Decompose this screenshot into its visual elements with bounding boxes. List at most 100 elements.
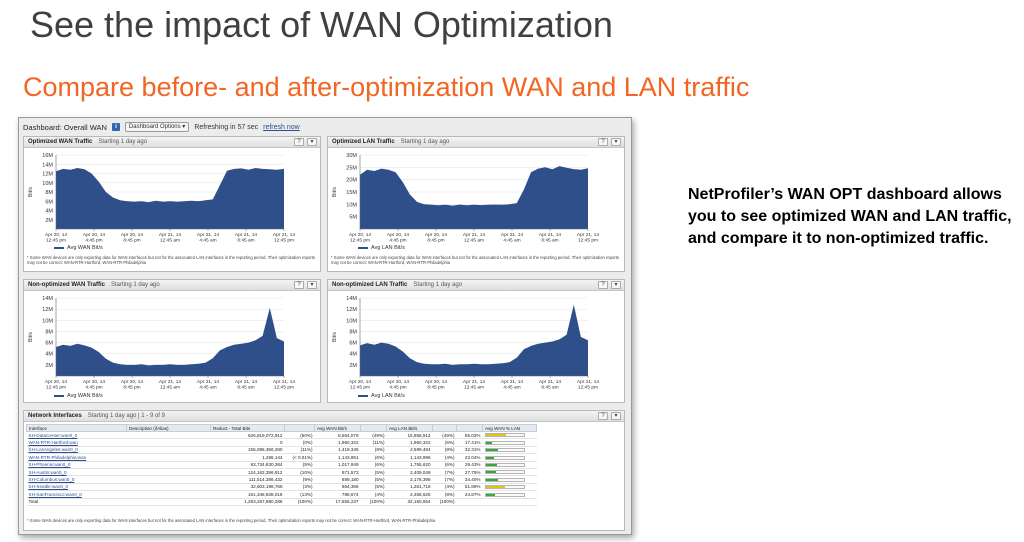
x-tick-label: 12:45 am (160, 238, 180, 244)
ratio-bar-cell (482, 438, 537, 447)
x-tick-label: 8:45 am (237, 238, 254, 244)
table-row[interactable]: SH-DataCenter:wan0_0 626,819,072,912 (50%)… (26, 431, 537, 440)
interface-link[interactable]: SH-Phoenix:wan0_0 (26, 461, 127, 469)
chevron-down-icon[interactable]: ▾ (611, 138, 621, 146)
wan-pct-cell: (11%) (360, 438, 387, 447)
wan-pct-cell: (5%) (360, 483, 387, 492)
refresh-countdown: Refreshing in 57 sec (194, 123, 259, 131)
legend-label: Avg WAN Bit/s (67, 245, 103, 251)
x-tick-label: 4:45 am (199, 238, 216, 244)
chevron-down-icon[interactable]: ▾ (611, 281, 621, 289)
interface-link[interactable]: WAN-RTR-Hartford:wan (26, 438, 127, 447)
chart-legend: Avg LAN Bit/s (358, 245, 405, 251)
interface-link[interactable]: SH-Columbus:wan0_0 (26, 475, 127, 484)
reduct-pct-cell: (0%) (284, 438, 315, 447)
interface-link[interactable]: SH-DataCenter:wan0_0 (26, 431, 127, 440)
legend-label: Avg WAN Bit/s (67, 393, 103, 399)
ratio-cell: 65.03% (456, 431, 483, 440)
ratio-bar-fill (485, 449, 498, 452)
panel-optimized-wan: Optimized WAN Traffic Starting 1 day ago … (23, 136, 321, 272)
column-header[interactable]: Avg WAN Bit/s (314, 424, 361, 432)
ratio-cell: 32.31% (456, 446, 483, 455)
dashboard-title: Dashboard: Overall WAN (23, 122, 107, 132)
y-tick-label: 14M (42, 162, 53, 168)
x-tick-label: 8:45 am (541, 238, 558, 244)
refresh-now-link[interactable]: refresh now (263, 123, 300, 131)
wan-cell: 1,143,851 (314, 453, 361, 462)
y-tick-label: 10M (42, 181, 53, 187)
table-row[interactable]: SH-Austin:wan0_0 124,163,396,912 (10%) 971,… (26, 468, 537, 477)
ratio-bar-cell (482, 446, 537, 455)
x-tick-label: Apr 21, 14 (273, 232, 295, 238)
table-row[interactable]: SH-Phoenix:wan0_0 63,734,830,384 (5%) 1,017… (26, 461, 537, 469)
x-tick-label: 12:45 pm (274, 385, 294, 391)
reduct-cell: 63,734,830,384 (210, 461, 285, 469)
y-axis-label: Bit/s (332, 332, 338, 342)
reduct-cell: 32,603,198,768 (210, 483, 285, 492)
x-tick-label: 8:45 pm (123, 385, 140, 391)
column-header[interactable]: Interface (26, 424, 127, 432)
reduct-pct-cell: (50%) (284, 431, 315, 440)
help-icon[interactable]: ? (598, 138, 608, 146)
lan-pct-cell: (4%) (432, 453, 457, 462)
panel-title: Non-optimized LAN Traffic (332, 282, 408, 288)
reduct-cell: 0 (210, 438, 285, 447)
interface-link[interactable]: SH-Seattle:wan0_0 (26, 483, 127, 492)
table-row[interactable]: SH-LosAngeles:wan0_0 155,085,356,260 (11%)… (26, 446, 537, 455)
column-header (456, 424, 483, 432)
ratio-bar-cell (482, 475, 537, 484)
table-row[interactable]: WAN-RTR-Hartford:wan 0 (0%) 1,960,322 (11%) 1… (26, 438, 537, 447)
y-tick-label: 14M (346, 296, 357, 302)
wan-cell: 788,674 (314, 490, 361, 499)
table-row[interactable]: SH-Columbus:wan0_0 111,514,386,432 (9%) 889… (26, 475, 537, 484)
ratio-cell: 17.41% (456, 438, 483, 447)
table-row[interactable]: SH-Seattle:wan0_0 32,603,198,768 (3%) 864,3… (26, 483, 537, 492)
column-header[interactable]: Avg WAN % LAN (482, 424, 537, 432)
y-tick-label: 6M (349, 341, 357, 347)
x-tick-label: 4:45 am (503, 238, 520, 244)
x-tick-label: 4:45 pm (85, 385, 102, 391)
help-icon[interactable]: ? (294, 281, 304, 289)
y-tick-label: 15M (346, 190, 357, 196)
dashboard-options-button[interactable]: Dashboard Options ▾ (124, 122, 190, 132)
ratio-bar-cell (482, 461, 537, 469)
lan-cell: 15,858,913 (386, 431, 433, 440)
interface-link[interactable]: SH-SanFrancisco:wan0_0 (26, 490, 127, 499)
interface-link[interactable]: SH-LosAngeles:wan0_0 (26, 446, 127, 455)
x-tick-label: 4:45 pm (389, 385, 406, 391)
ratio-bar (484, 455, 525, 460)
x-tick-label: Apr 21, 14 (539, 232, 561, 238)
ratio-bar-fill (485, 478, 499, 481)
chevron-down-icon[interactable]: ▾ (307, 138, 317, 146)
chevron-down-icon[interactable]: ▾ (307, 281, 317, 289)
area-series (360, 166, 588, 229)
column-header[interactable]: Description (ifAlias) (126, 424, 211, 432)
help-icon[interactable]: ? (294, 138, 304, 146)
table-row[interactable]: SH-SanFrancisco:wan0_0 161,348,838,016 (13… (26, 490, 537, 499)
lan-pct-cell: (6%) (432, 461, 457, 469)
y-tick-label: 12M (42, 172, 53, 178)
interface-link[interactable]: WAN-RTR-Philadelphia:wan (26, 453, 127, 462)
chevron-down-icon[interactable]: ▾ (611, 412, 621, 420)
x-tick-label: Apr 20, 14 (83, 379, 105, 385)
interface-link[interactable]: SH-Austin:wan0_0 (26, 468, 127, 477)
panel-title: Optimized WAN Traffic (28, 139, 93, 145)
x-tick-label: 4:45 pm (389, 238, 406, 244)
help-icon[interactable]: ? (598, 281, 608, 289)
column-header[interactable]: Avg LAN Bit/s (386, 424, 433, 432)
empty-cell (482, 497, 537, 506)
table-row[interactable]: WAN-RTR-Philadelphia:wan 1,286,144 (< 0.01… (26, 453, 537, 462)
reduct-pct-cell: (10%) (284, 468, 315, 477)
ratio-bar-fill (485, 441, 492, 444)
column-header[interactable]: Reduct - Total Bits (210, 424, 285, 432)
description-cell (126, 453, 211, 462)
y-tick-label: 2M (349, 363, 357, 369)
ratio-cell: 34.40% (456, 475, 483, 484)
total-reduct-pct: (100%) (284, 497, 315, 506)
x-tick-label: 8:45 am (237, 385, 254, 391)
help-icon[interactable]: ? (598, 412, 608, 420)
reduct-cell: 626,819,072,912 (210, 431, 285, 440)
info-icon[interactable]: i (111, 123, 120, 131)
wan-pct-cell: (8%) (360, 446, 387, 455)
x-tick-label: 12:45 am (160, 385, 180, 391)
